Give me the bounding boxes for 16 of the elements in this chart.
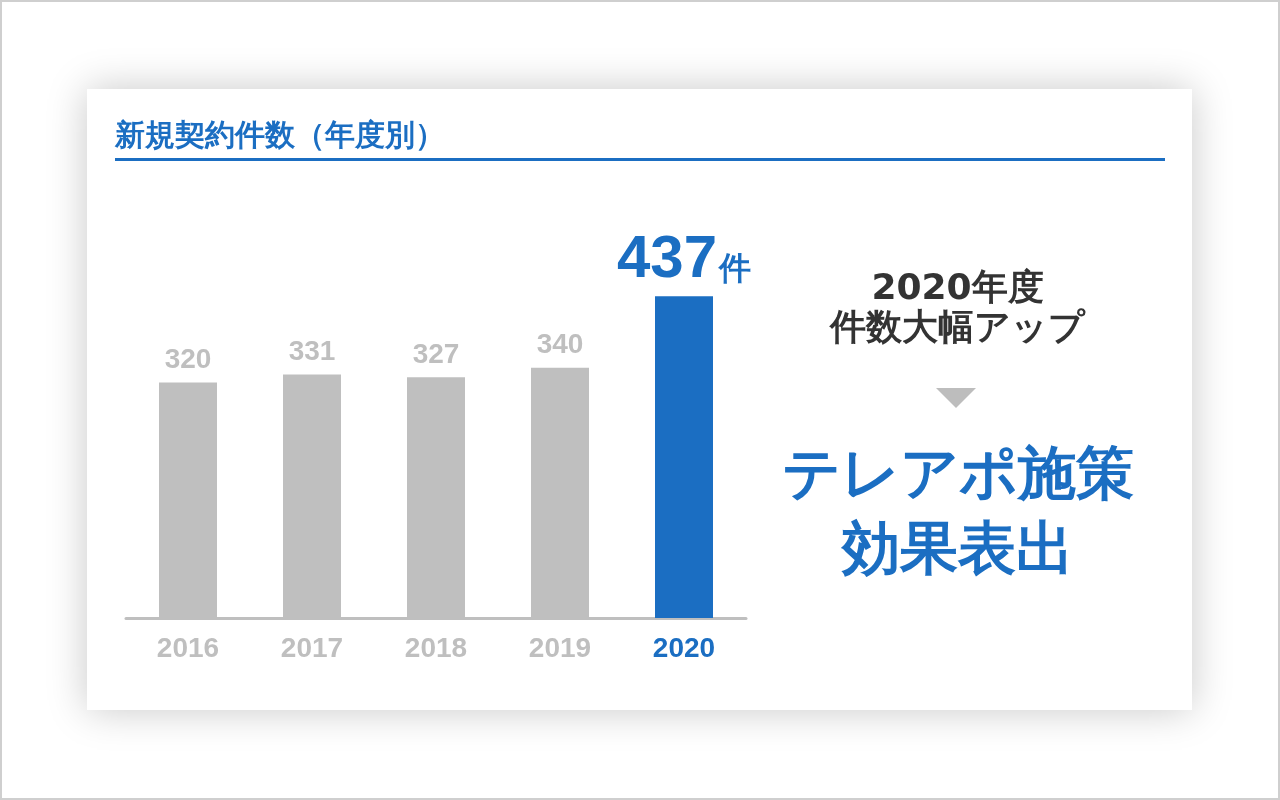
bar — [655, 296, 713, 618]
x-tick-label: 2019 — [528, 631, 592, 663]
x-tick-label: 2017 — [280, 631, 344, 663]
text: 件数大幅アップ — [828, 306, 1087, 347]
data-label: 331 — [288, 334, 336, 366]
chart-title: 新規契約件数（年度別） — [115, 116, 445, 154]
data-label: 327 — [412, 337, 460, 369]
data-label: 437件 — [616, 222, 752, 290]
text: テレアポ施策 — [780, 438, 1135, 509]
x-tick-label: 2018 — [404, 631, 468, 663]
x-tick-label: 2016 — [156, 631, 220, 663]
data-label: 320 — [164, 342, 212, 374]
text: 効果表出 — [840, 513, 1075, 584]
x-tick-label: 2020 — [652, 631, 716, 663]
data-label: 340 — [536, 328, 584, 360]
text: 2020年度 — [870, 266, 1045, 307]
